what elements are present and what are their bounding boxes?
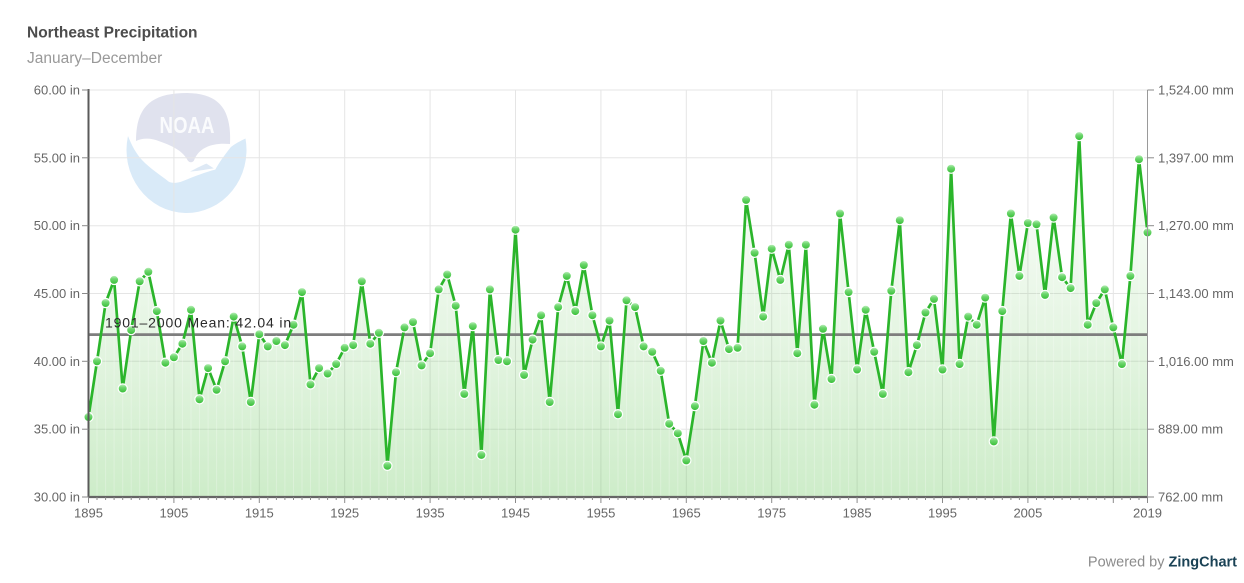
svg-text:Northeast Precipitation: Northeast Precipitation — [27, 25, 198, 42]
svg-text:1915: 1915 — [245, 506, 274, 521]
svg-text:1975: 1975 — [757, 506, 786, 521]
svg-text:40.00 in: 40.00 in — [34, 354, 80, 369]
svg-text:45.00 in: 45.00 in — [34, 286, 80, 301]
svg-text:60.00 in: 60.00 in — [34, 83, 80, 98]
svg-text:1,143.00 mm: 1,143.00 mm — [1158, 286, 1234, 301]
svg-text:55.00 in: 55.00 in — [34, 150, 80, 165]
svg-text:1995: 1995 — [928, 506, 957, 521]
svg-text:35.00 in: 35.00 in — [34, 422, 80, 437]
svg-text:1,016.00 mm: 1,016.00 mm — [1158, 354, 1234, 369]
svg-text:1,270.00 mm: 1,270.00 mm — [1158, 218, 1234, 233]
svg-text:1,524.00 mm: 1,524.00 mm — [1158, 83, 1234, 98]
svg-text:1935: 1935 — [416, 506, 445, 521]
svg-text:1901–2000 Mean: 42.04 in: 1901–2000 Mean: 42.04 in — [105, 314, 292, 330]
svg-text:1,397.00 mm: 1,397.00 mm — [1158, 150, 1234, 165]
svg-text:Powered by ZingChart: Powered by ZingChart — [1088, 555, 1237, 571]
svg-text:1965: 1965 — [672, 506, 701, 521]
svg-text:1925: 1925 — [330, 506, 359, 521]
svg-text:NOAA: NOAA — [160, 112, 215, 138]
svg-text:1905: 1905 — [159, 506, 188, 521]
svg-text:2019: 2019 — [1133, 506, 1162, 521]
svg-text:762.00 mm: 762.00 mm — [1158, 490, 1223, 505]
svg-text:30.00 in: 30.00 in — [34, 490, 80, 505]
svg-text:889.00 mm: 889.00 mm — [1158, 422, 1223, 437]
svg-text:2005: 2005 — [1013, 506, 1042, 521]
svg-text:1985: 1985 — [843, 506, 872, 521]
svg-text:January–December: January–December — [27, 50, 162, 67]
svg-text:50.00 in: 50.00 in — [34, 218, 80, 233]
svg-text:1895: 1895 — [74, 506, 103, 521]
svg-text:1955: 1955 — [586, 506, 615, 521]
svg-text:1945: 1945 — [501, 506, 530, 521]
